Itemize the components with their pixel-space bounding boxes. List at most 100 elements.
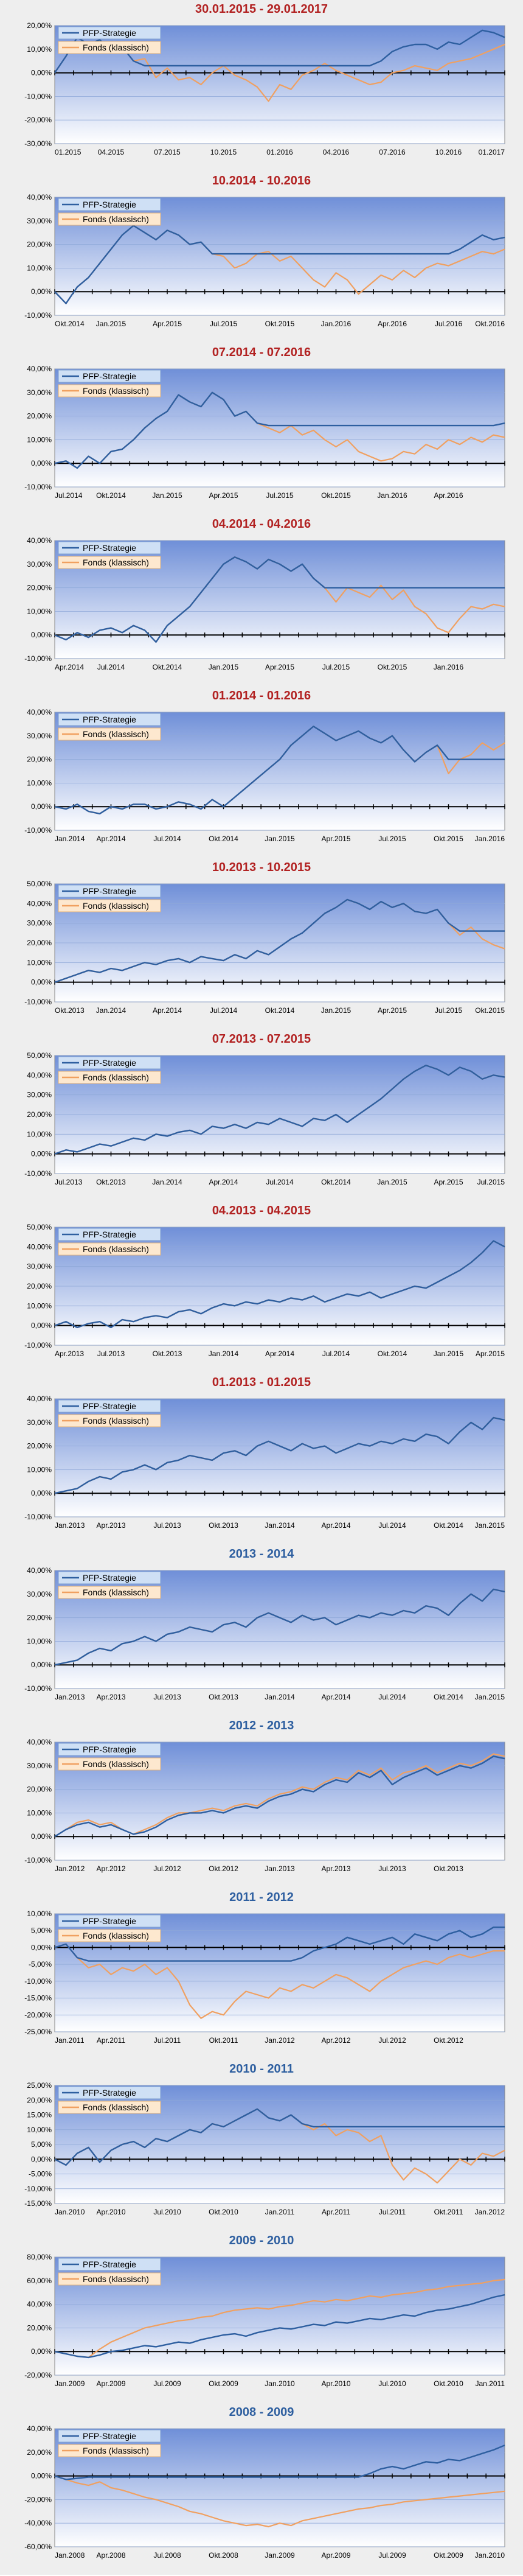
y-tick-label: -5,00% [29,2170,52,2179]
x-tick-label: Jul.2009 [378,2551,406,2560]
x-tick-label: Jan.2011 [55,2036,85,2045]
chart-title: 2012 - 2013 [229,1719,294,1732]
y-tick-label: 60,00% [27,2277,52,2285]
x-tick-label: Jan.2013 [265,1864,295,1873]
x-tick-label: 07.2015 [154,148,181,156]
x-tick-label: Jan.2015 [152,491,182,500]
x-tick-label: Okt.2015 [321,491,351,500]
x-tick-label: Jan.2010 [475,2551,505,2560]
y-tick-label: 5,00% [31,2140,52,2149]
legend-label-fund: Fonds (klassisch) [83,43,149,52]
x-tick-label: Jan.2011 [476,2379,505,2388]
y-tick-label: 0,00% [31,631,52,639]
legend-box-strategy [58,369,161,383]
line-chart: -10,00% 0,00% 10,00% 20,00% 30,00% 40,00% Jan.… [24,1567,505,1701]
x-tick-label: Jan.2014 [96,1006,126,1015]
x-tick-label: Okt.2014 [321,1178,351,1186]
y-tick-label: 50,00% [27,1052,52,1060]
y-tick-label: -15,00% [24,1994,52,2003]
y-tick-label: 20,00% [27,1614,52,1622]
x-tick-label: Jul.2015 [266,491,294,500]
x-tick-label: Jan.2014 [209,1349,239,1358]
legend: PFP-Strategie Fonds (klassisch) [58,369,161,397]
legend-label-strategy: PFP-Strategie [83,1573,136,1583]
legend-box-fund [58,2272,161,2286]
chart-title: 2008 - 2009 [229,2406,294,2419]
x-tick-label: Jul.2014 [266,1178,294,1186]
series-line-strategy [54,1588,505,1666]
y-tick-label: -60,00% [24,2543,52,2551]
legend-label-strategy: PFP-Strategie [83,2088,136,2098]
x-tick-label: Jan.2013 [55,1693,85,1701]
legend-label-strategy: PFP-Strategie [83,200,136,209]
y-tick-label: 20,00% [27,22,52,30]
x-tick-label: Apr.2015 [476,1349,505,1358]
x-tick-label: Jul.2015 [210,320,238,328]
legend-box-strategy [58,1399,161,1413]
x-tick-label: Jul.2014 [153,835,181,843]
legend-box-fund [58,1071,161,1084]
x-tick-label: Jul.2009 [153,2379,181,2388]
x-tick-label: Jul.2013 [55,1178,83,1186]
y-tick-label: 20,00% [27,1110,52,1119]
y-tick-label: 10,00% [27,1910,52,1918]
legend: PFP-Strategie Fonds (klassisch) [58,1571,161,1599]
x-tick-label: Apr.2011 [322,2208,350,2216]
y-tick-label: -10,00% [24,1977,52,1986]
line-chart: -10,00% 0,00% 10,00% 20,00% 30,00% 40,00% Jan.… [24,1738,505,1873]
x-tick-label: Okt.2010 [434,2379,463,2388]
chart-title: 10.2014 - 10.2016 [212,174,311,187]
legend-box-strategy [58,2429,161,2443]
series-line-strategy [54,1065,505,1155]
legend: PFP-Strategie Fonds (klassisch) [58,1743,161,1771]
x-tick-label: 04.2015 [98,148,125,156]
x-tick-label: Apr.2014 [321,1521,350,1530]
x-tick-label: Jan.2010 [55,2208,85,2216]
y-tick-label: 20,00% [27,240,52,249]
y-tick-label: 25,00% [27,2082,52,2090]
y-tick-label: 40,00% [27,709,52,716]
x-tick-label: Jan.2014 [152,1178,182,1186]
y-tick-label: 10,00% [27,1130,52,1138]
x-tick-label: Jan.2015 [265,835,295,843]
line-chart: -15,00% -10,00% -5,00% 0,00% 5,00% 10,00% 15,0… [24,2082,505,2216]
series-line-fund [54,1943,505,2019]
legend: PFP-Strategie Fonds (klassisch) [58,713,161,741]
legend-label-fund: Fonds (klassisch) [83,1931,149,1941]
legend-box-strategy [58,884,161,898]
x-tick-label: Jan.2015 [377,1178,407,1186]
legend-box-fund [58,384,161,397]
legend-box-strategy [58,1914,161,1928]
y-tick-label: 40,00% [27,537,52,545]
y-tick-label: 30,00% [27,732,52,740]
y-tick-label: 20,00% [27,2448,52,2457]
y-tick-label: -25,00% [24,2028,52,2036]
y-tick-label: 20,00% [27,2096,52,2104]
legend-box-fund [58,2101,161,2114]
y-tick-label: -10,00% [24,483,52,491]
x-tick-label: Apr.2009 [321,2551,350,2560]
y-tick-label: -10,00% [24,826,52,835]
x-tick-label: Okt.2014 [434,1521,463,1530]
x-tick-label: Jan.2010 [265,2379,295,2388]
chart-panel: 01.2013 - 01.2015 -10,00% 0,00% 10,00% 20,00… [0,1373,523,1545]
y-tick-label: 40,00% [27,2425,52,2433]
legend: PFP-Strategie Fonds (klassisch) [58,2429,161,2457]
x-tick-label: Jan.2012 [265,2036,295,2045]
legend: PFP-Strategie Fonds (klassisch) [58,198,161,226]
x-tick-label: 01.2017 [479,148,505,156]
y-tick-label: -20,00% [24,2011,52,2019]
x-tick-label: Okt.2016 [475,320,505,328]
x-tick-label: Apr.2010 [96,2208,125,2216]
x-tick-label: Apr.2008 [96,2551,125,2560]
legend-box-strategy [58,26,161,40]
x-tick-label: Jan.2016 [434,663,464,671]
chart-title: 2013 - 2014 [229,1547,294,1561]
legend-label-strategy: PFP-Strategie [83,1230,136,1239]
chart-title: 2010 - 2011 [229,2062,294,2076]
x-tick-label: Apr.2015 [378,1006,407,1015]
x-tick-label: Apr.2010 [321,2379,350,2388]
x-tick-label: Okt.2014 [209,835,238,843]
legend-box-fund [58,1929,161,1942]
y-tick-label: 0,00% [31,1489,52,1497]
